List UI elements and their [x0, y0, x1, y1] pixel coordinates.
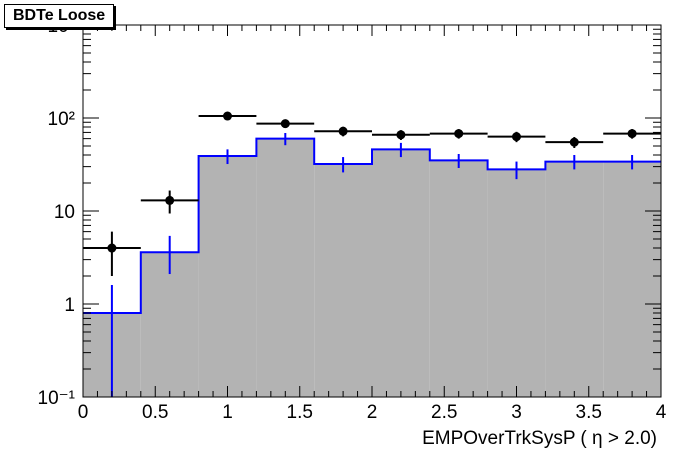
y-tick-label: 10²: [48, 109, 75, 130]
histogram-bar: [487, 169, 546, 397]
y-tick-label: 10: [54, 202, 75, 223]
histogram-bar: [256, 138, 315, 397]
x-tick-label: 1: [222, 402, 233, 423]
data-point: [454, 129, 464, 139]
x-axis-label: EMPOverTrkSysP ( η > 2.0): [422, 428, 657, 449]
data-point: [569, 137, 579, 147]
y-tick-label: 10⁻¹: [38, 388, 76, 409]
filled-histogram: [83, 138, 661, 397]
data-point: [512, 132, 521, 142]
x-tick-label: 3: [511, 402, 522, 423]
histogram-bar: [429, 160, 488, 397]
x-tick-label: 0.5: [142, 402, 168, 423]
data-point: [107, 243, 117, 253]
chart-title: BDTe Loose: [4, 4, 115, 28]
black-data-points: [83, 111, 661, 277]
histogram-bar: [198, 156, 257, 397]
histogram-bar: [545, 161, 604, 397]
y-tick-label: 1: [64, 295, 75, 316]
blue-step-line: [83, 137, 661, 315]
histogram-bar: [314, 164, 372, 397]
x-tick-label: 1.5: [287, 402, 313, 423]
data-point: [338, 126, 348, 136]
data-point: [280, 119, 290, 129]
x-tick-label: 0: [78, 402, 89, 423]
data-point: [223, 111, 232, 121]
blue-step-histogram: [83, 132, 661, 397]
x-tick-label: 2: [367, 402, 378, 423]
data-point: [627, 129, 637, 139]
data-point: [165, 195, 175, 205]
x-tick-label: 2.5: [431, 402, 457, 423]
histogram-bar: [140, 252, 199, 397]
histogram-bar: [372, 149, 430, 397]
x-tick-label: 4: [656, 402, 667, 423]
histogram-bar: [603, 161, 661, 397]
data-point: [396, 130, 406, 140]
x-tick-label: 3.5: [576, 402, 602, 423]
